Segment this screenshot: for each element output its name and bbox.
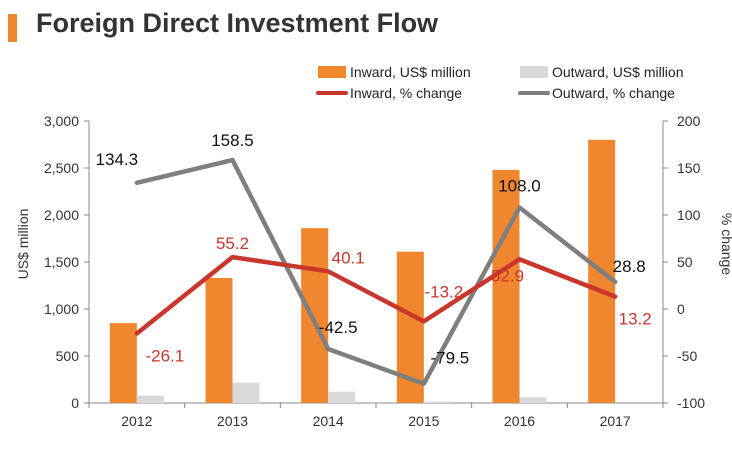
bar-outward-usd [423, 401, 451, 403]
bar-inward-usd [492, 169, 520, 403]
bar-outward-usd [232, 382, 260, 403]
x-tick-label: 2014 [313, 413, 344, 429]
y-tick-label-left: 1,500 [44, 254, 79, 270]
y-tick-label-right: 200 [677, 113, 701, 129]
y-tick-label-left: 500 [56, 348, 80, 364]
y-axis-title-left: US$ million [15, 209, 31, 280]
y-tick-label-right: 0 [677, 301, 685, 317]
data-label-outward-pct: -42.5 [319, 318, 358, 337]
x-tick-label: 2013 [217, 413, 248, 429]
legend-label: Inward, % change [350, 85, 462, 101]
bar-outward-usd [519, 397, 547, 403]
y-tick-label-right: -100 [677, 395, 705, 411]
y-tick-label-left: 2,000 [44, 207, 79, 223]
y-tick-label-left: 0 [71, 395, 79, 411]
y-tick-label-right: 50 [677, 254, 693, 270]
bar-outward-usd [328, 391, 356, 403]
bar-inward-usd [205, 277, 233, 403]
data-label-inward-pct: -26.1 [145, 347, 184, 366]
data-label-inward-pct: -13.2 [424, 282, 463, 301]
data-label-inward-pct: 55.2 [216, 234, 249, 253]
legend-swatch-bar [520, 66, 548, 78]
x-tick-label: 2016 [504, 413, 535, 429]
data-label-inward-pct: 40.1 [332, 248, 365, 267]
bar-outward-usd [136, 395, 164, 403]
data-label-outward-pct: 134.3 [96, 150, 139, 169]
y-tick-label-right: 100 [677, 207, 701, 223]
line-outward-pct [134, 157, 618, 386]
bar-inward-usd [301, 228, 329, 403]
legend-label: Inward, US$ million [350, 64, 471, 80]
y-axis-title-right: % change [719, 213, 732, 275]
legend-label: Outward, US$ million [552, 64, 684, 80]
legend-label: Outward, % change [552, 85, 675, 101]
legend-swatch-bar [318, 66, 346, 78]
y-tick-label-left: 3,000 [44, 113, 79, 129]
x-tick-label: 2017 [600, 413, 631, 429]
data-label-inward-pct: 13.2 [619, 310, 652, 329]
data-label-outward-pct: 108.0 [498, 176, 541, 195]
bar-inward-usd [109, 323, 137, 403]
data-label-outward-pct: 158.5 [211, 131, 254, 150]
y-tick-label-left: 2,500 [44, 160, 79, 176]
data-label-outward-pct: -79.5 [430, 349, 469, 368]
x-tick-label: 2015 [408, 413, 439, 429]
chart-title: Foreign Direct Investment Flow [36, 8, 439, 38]
x-tick-label: 2012 [121, 413, 152, 429]
y-tick-label-right: 150 [677, 160, 701, 176]
line-inward-pct [134, 254, 618, 336]
y-tick-label-left: 1,000 [44, 301, 79, 317]
y-tick-label-right: -50 [677, 348, 697, 364]
data-label-inward-pct: 52.9 [491, 266, 524, 285]
data-label-outward-pct: 28.8 [613, 257, 646, 276]
title-accent-bar [8, 14, 17, 42]
